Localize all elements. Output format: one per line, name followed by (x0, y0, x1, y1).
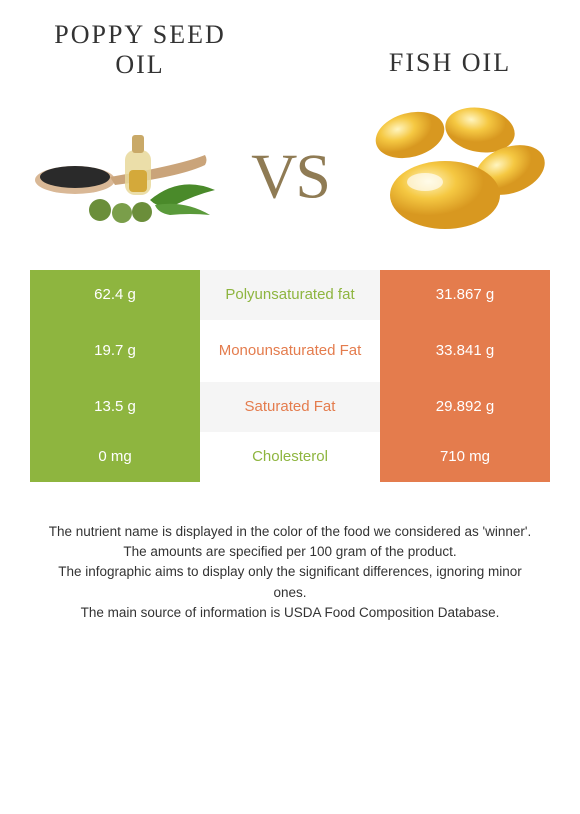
right-image (350, 100, 550, 250)
cell-nutrient-label: Saturated Fat (200, 382, 380, 432)
table-row: 0 mgCholesterol710 mg (30, 432, 550, 482)
cell-left-value: 13.5 g (30, 382, 200, 432)
table-row: 62.4 gPolyunsaturated fat31.867 g (30, 270, 550, 320)
cell-right-value: 710 mg (380, 432, 550, 482)
vs-label: VS (251, 139, 329, 213)
cell-right-value: 29.892 g (380, 382, 550, 432)
cell-nutrient-label: Polyunsaturated fat (200, 270, 380, 320)
table-row: 19.7 gMonounsaturated Fat33.841 g (30, 320, 550, 382)
images-row: VS (0, 90, 580, 270)
title-left: Poppy seed oil (40, 20, 240, 80)
fish-oil-icon (350, 100, 550, 250)
left-image (30, 100, 230, 250)
table-row: 13.5 gSaturated Fat29.892 g (30, 382, 550, 432)
header: Poppy seed oil Fish oil (0, 0, 580, 90)
footer-line: The nutrient name is displayed in the co… (40, 522, 540, 542)
cell-nutrient-label: Cholesterol (200, 432, 380, 482)
poppy-seed-oil-icon (30, 105, 230, 245)
cell-left-value: 0 mg (30, 432, 200, 482)
footer-line: The amounts are specified per 100 gram o… (40, 542, 540, 562)
footer-line: The main source of information is USDA F… (40, 603, 540, 623)
footer-notes: The nutrient name is displayed in the co… (0, 482, 580, 623)
cell-left-value: 62.4 g (30, 270, 200, 320)
cell-left-value: 19.7 g (30, 320, 200, 382)
footer-line: The infographic aims to display only the… (40, 562, 540, 603)
cell-nutrient-label: Monounsaturated Fat (200, 320, 380, 382)
comparison-table: 62.4 gPolyunsaturated fat31.867 g19.7 gM… (30, 270, 550, 482)
title-right: Fish oil (360, 48, 540, 80)
cell-right-value: 31.867 g (380, 270, 550, 320)
cell-right-value: 33.841 g (380, 320, 550, 382)
